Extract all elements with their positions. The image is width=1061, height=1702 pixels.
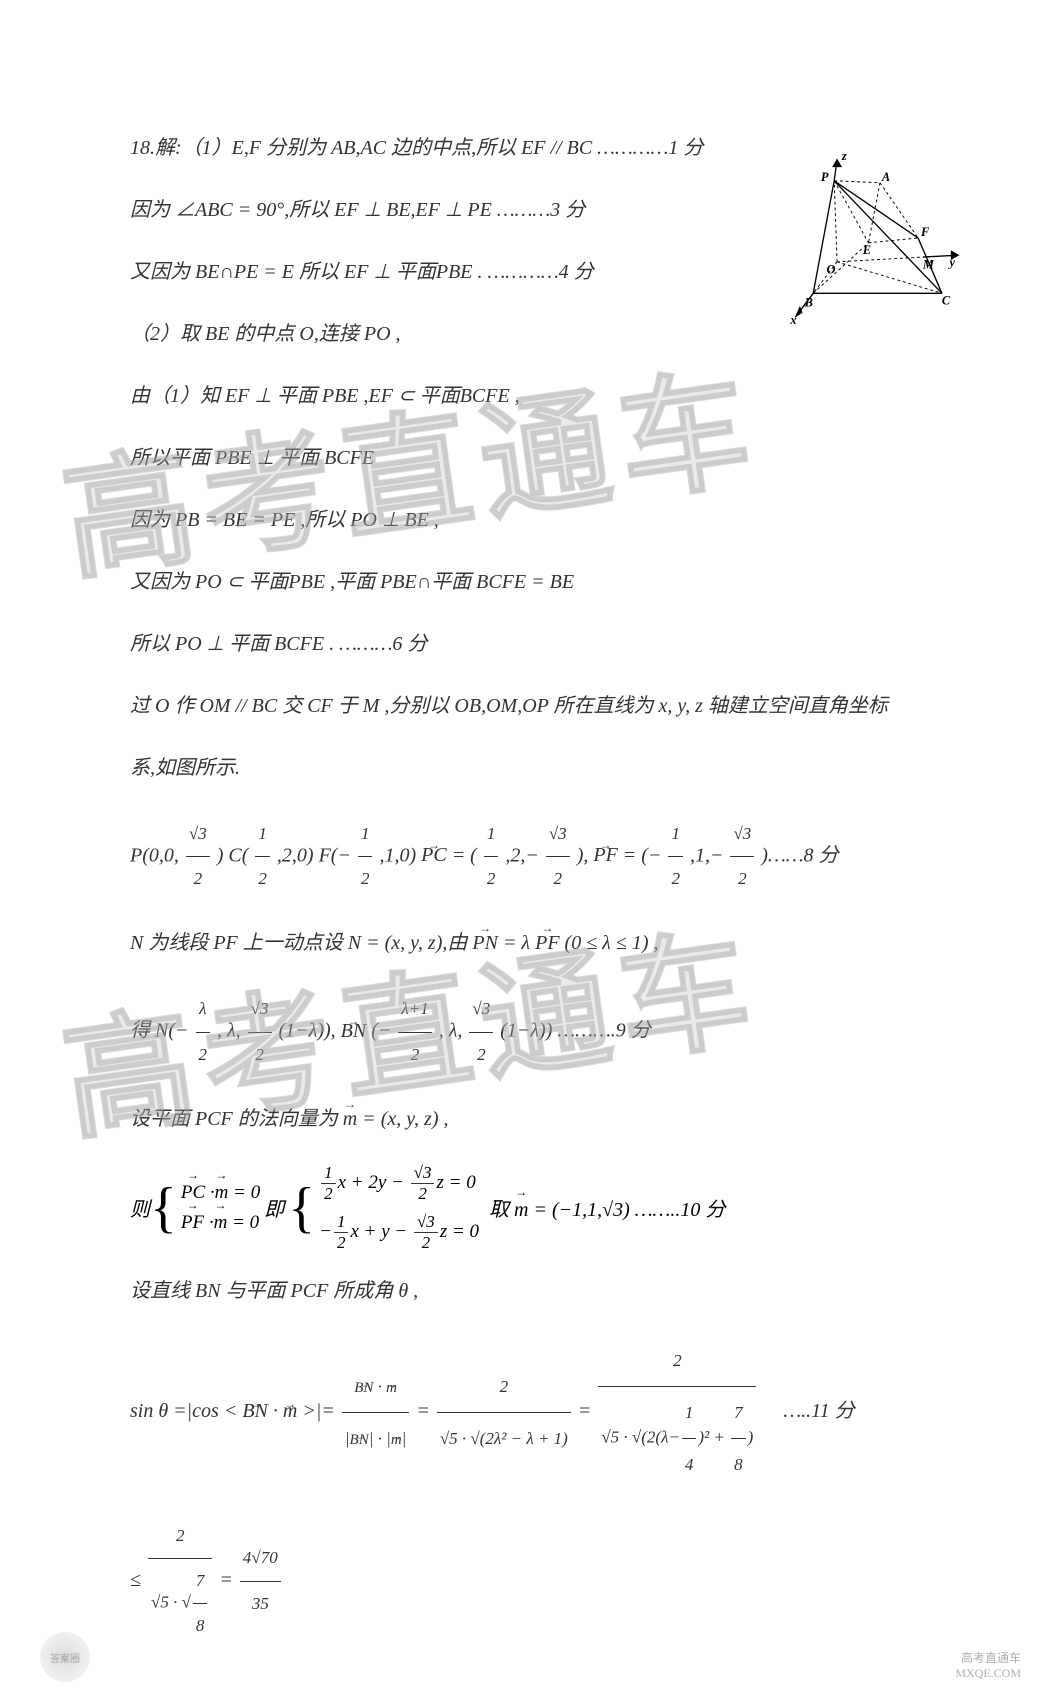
txt: ) C( bbox=[217, 844, 249, 866]
final-inequality-line: ≤ 2 √5 · √78 = 4√70 35 bbox=[130, 1514, 941, 1649]
footer-brand: 高考直通车 bbox=[955, 1651, 1021, 1667]
solution-line-5: 由（1）知 EF ⊥ 平面 PBE ,EF ⊂ 平面BCFE , bbox=[130, 378, 941, 414]
txt: (1−λ)) ……….9 分 bbox=[500, 1020, 651, 1042]
point-n-line: N 为线段 PF 上一动点设 N = (x, y, z),由 PN = λ PF… bbox=[130, 925, 941, 961]
txt: ,2,− bbox=[505, 844, 539, 866]
vector-pc: PC bbox=[421, 844, 447, 866]
txt: (1−λ)), bbox=[279, 1020, 341, 1042]
solution-line-9: 所以 PO ⊥ 平面 BCFE . ………6 分 bbox=[130, 626, 941, 662]
txt: ), bbox=[577, 844, 594, 866]
vertex-c: C bbox=[942, 294, 951, 308]
txt: ,1,0) bbox=[379, 844, 421, 866]
n-coords-line: 得 N(− λ2 , λ, √32 (1−λ)), BN (− λ+12 , λ… bbox=[130, 987, 941, 1076]
coordinates-line: P(0,0, √32 ) C( 12 ,2,0) F(− 12 ,1,0) PC… bbox=[130, 812, 941, 901]
txt: ≤ bbox=[130, 1569, 146, 1591]
txt: = ( bbox=[452, 844, 477, 866]
vector-pf2: PF bbox=[535, 932, 559, 954]
txt: = (− bbox=[623, 844, 662, 866]
sin-theta-line: sin θ =|cos < BN · m >|= BN · m |BN| · |… bbox=[130, 1335, 941, 1490]
vertex-b: B bbox=[804, 296, 813, 310]
vector-bn: BN bbox=[341, 1020, 367, 1042]
axis-y-label: y bbox=[948, 256, 956, 270]
vector-m: m bbox=[343, 1108, 357, 1130]
solution-line-4: （2）取 BE 的中点 O,连接 PO , bbox=[130, 316, 941, 352]
footer-url: MXQE.COM bbox=[955, 1666, 1021, 1682]
footer-left-stamp: 答案圈 bbox=[40, 1632, 90, 1682]
txt: , λ, bbox=[439, 1020, 468, 1042]
txt: ,1,− bbox=[690, 844, 724, 866]
vector-pn: PN bbox=[472, 932, 498, 954]
txt: 得 N(− bbox=[130, 1020, 189, 1042]
solution-line-8: 又因为 PO ⊂ 平面PBE ,平面 PBE∩平面 BCFE = BE bbox=[130, 564, 941, 600]
txt: 则 bbox=[130, 1193, 150, 1222]
footer-right-mark: 高考直通车 MXQE.COM bbox=[955, 1651, 1021, 1682]
solution-line-3: 又因为 BE∩PE = E 所以 EF ⊥ 平面PBE . …………4 分 bbox=[130, 254, 941, 290]
normal-vector-line: 设平面 PCF 的法向量为 m = (x, y, z) , bbox=[130, 1101, 941, 1137]
txt: 即 bbox=[264, 1193, 284, 1222]
txt: 设平面 PCF 的法向量为 bbox=[130, 1108, 343, 1130]
geometry-diagram: z y x P A B C E F M O bbox=[756, 148, 961, 328]
txt: ,2,0) F(− bbox=[277, 844, 351, 866]
txt: )……8 分 bbox=[761, 844, 838, 866]
vertex-p: P bbox=[821, 170, 829, 184]
txt: (− bbox=[371, 1020, 391, 1042]
txt: sin θ =|cos < bbox=[130, 1400, 242, 1422]
txt: P(0,0, bbox=[130, 844, 179, 866]
system-equations: 则 { PC ·m = 0 PF ·m = 0 即 { 12x + 2y − √… bbox=[130, 1163, 941, 1253]
solution-line-1: 18.解:（1）E,F 分别为 AB,AC 边的中点,所以 EF // BC …… bbox=[130, 130, 941, 166]
solution-line-2: 因为 ∠ABC = 90°,所以 EF ⊥ BE,EF ⊥ PE ………3 分 bbox=[130, 192, 941, 228]
txt: = λ bbox=[503, 932, 530, 954]
vector-pf: PF bbox=[593, 844, 617, 866]
solution-line-7: 因为 PB = BE = PE ,所以 PO ⊥ BE , bbox=[130, 502, 941, 538]
solution-line-6: 所以平面 PBE ⊥ 平面 BCFE bbox=[130, 440, 941, 476]
txt: = (x, y, z) , bbox=[362, 1108, 448, 1130]
solution-line-10: 过 O 作 OM // BC 交 CF 于 M ,分别以 OB,OM,OP 所在… bbox=[130, 688, 941, 724]
angle-theta-line: 设直线 BN 与平面 PCF 所成角 θ , bbox=[130, 1273, 941, 1309]
txt: N 为线段 PF 上一动点设 N = (x, y, z),由 bbox=[130, 932, 472, 954]
vertex-a: A bbox=[881, 170, 890, 184]
solution-line-11: 系,如图所示. bbox=[130, 750, 941, 786]
txt: , λ, bbox=[217, 1020, 246, 1042]
txt: (0 ≤ λ ≤ 1) , bbox=[565, 932, 659, 954]
